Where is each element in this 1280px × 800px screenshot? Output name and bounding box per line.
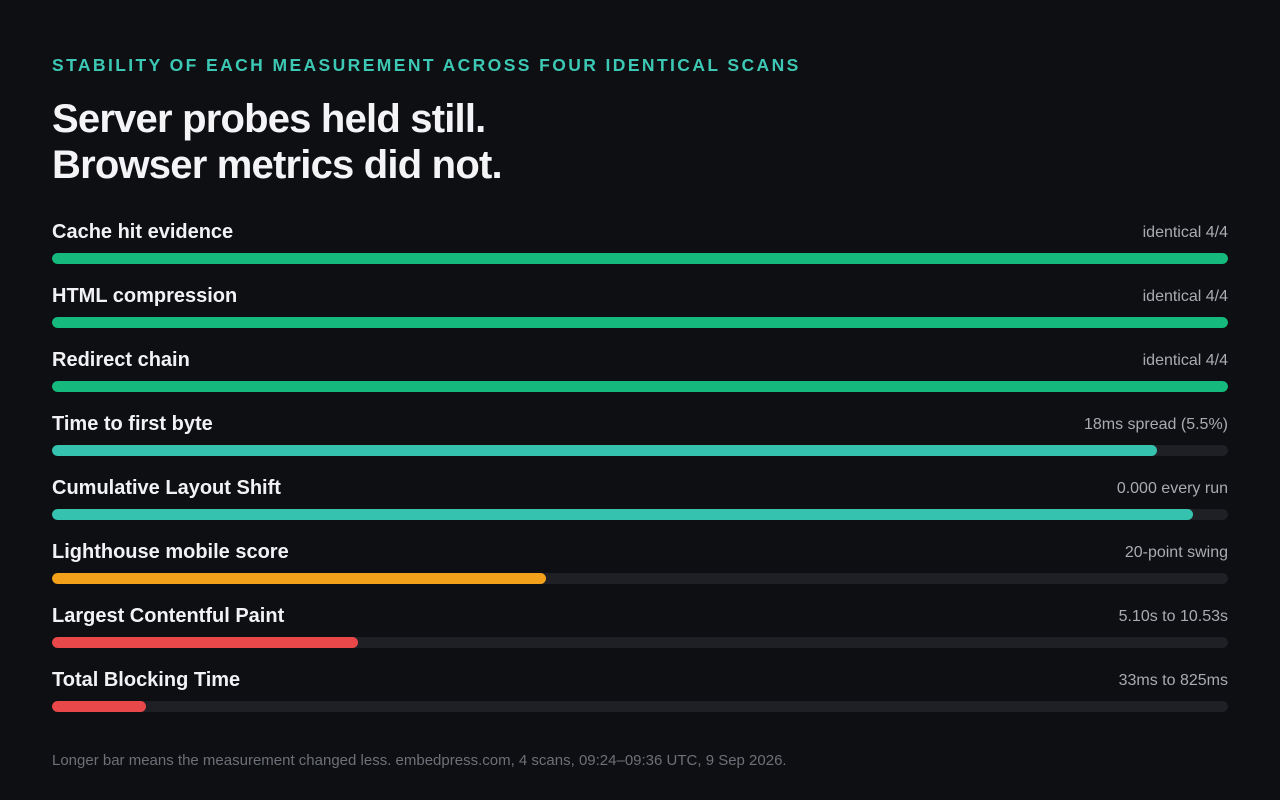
bar-row: Cumulative Layout Shift 0.000 every run	[52, 474, 1228, 538]
bar-value-label: identical 4/4	[1142, 288, 1228, 305]
bar-track	[52, 509, 1228, 520]
bar-row: Redirect chain identical 4/4	[52, 346, 1228, 410]
bar-value-label: 0.000 every run	[1116, 480, 1228, 497]
bar-label: Largest Contentful Paint	[52, 605, 285, 627]
bar-value-label: identical 4/4	[1142, 224, 1228, 241]
bar-row: Lighthouse mobile score 20-point swing	[52, 538, 1228, 602]
bar-fill	[52, 573, 546, 584]
bar-value-label: identical 4/4	[1142, 352, 1228, 369]
bar-label: Lighthouse mobile score	[52, 541, 289, 563]
bar-label: Redirect chain	[52, 349, 190, 371]
bar-label: Total Blocking Time	[52, 669, 241, 691]
chart-headline: Server probes held still. Browser metric…	[52, 96, 503, 188]
bar-fill	[52, 637, 358, 648]
chart-footnote: Longer bar means the measurement changed…	[52, 752, 787, 769]
bar-value-label: 18ms spread (5.5%)	[1083, 416, 1228, 433]
bar-row: Total Blocking Time 33ms to 825ms	[52, 666, 1228, 730]
bar-row: Largest Contentful Paint 5.10s to 10.53s	[52, 602, 1228, 666]
bar-fill	[52, 701, 147, 712]
bar-value-label: 33ms to 825ms	[1118, 672, 1228, 689]
bar-track	[52, 637, 1228, 648]
bar-track	[52, 573, 1228, 584]
bar-track	[52, 701, 1228, 712]
bar-track	[52, 445, 1228, 456]
bar-label: HTML compression	[52, 285, 238, 307]
bar-row: Cache hit evidence identical 4/4	[52, 218, 1228, 282]
bar-fill	[52, 509, 1193, 520]
bar-label: Cache hit evidence	[52, 221, 234, 243]
headline-line-2: Browser metrics did not.	[52, 143, 503, 187]
stability-bar-chart: Cache hit evidence identical 4/4 HTML comp…	[52, 218, 1228, 730]
bar-fill	[52, 381, 1228, 392]
bar-label: Cumulative Layout Shift	[52, 477, 281, 499]
bar-fill	[52, 317, 1228, 328]
chart-eyebrow: STABILITY OF EACH MEASUREMENT ACROSS FOU…	[52, 55, 801, 75]
headline-line-1: Server probes held still.	[52, 97, 486, 141]
bar-track	[52, 253, 1228, 264]
bar-row: HTML compression identical 4/4	[52, 282, 1228, 346]
bar-track	[52, 381, 1228, 392]
bar-fill	[52, 253, 1228, 264]
bar-fill	[52, 445, 1158, 456]
bar-row: Time to first byte 18ms spread (5.5%)	[52, 410, 1228, 474]
bar-value-label: 20-point swing	[1124, 544, 1228, 561]
bar-label: Time to first byte	[52, 413, 213, 435]
bar-track	[52, 317, 1228, 328]
bar-value-label: 5.10s to 10.53s	[1118, 608, 1228, 625]
